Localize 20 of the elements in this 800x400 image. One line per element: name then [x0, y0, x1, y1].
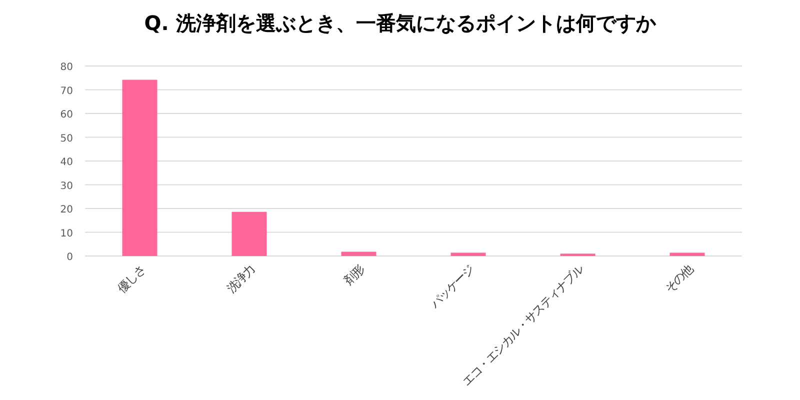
x-tick-label: 洗浄力 — [224, 262, 258, 296]
y-tick-label: 40 — [60, 157, 73, 168]
x-tick-label: パッケージ — [426, 262, 478, 312]
y-tick-label: 0 — [66, 252, 73, 263]
y-tick-label: 20 — [60, 204, 73, 216]
x-tick-label: 優しさ — [114, 262, 148, 296]
y-tick-label: 10 — [60, 228, 73, 240]
y-tick-label: 30 — [60, 180, 73, 192]
x-tick-label: その他 — [662, 262, 696, 296]
bar — [341, 252, 376, 256]
y-tick-label: 80 — [60, 62, 73, 73]
y-tick-label: 60 — [60, 110, 73, 120]
chart-title: Q. 洗浄剤を選ぶとき、一番気になるポイントは何ですか — [144, 11, 657, 35]
bar — [232, 212, 267, 256]
y-tick-label: 70 — [60, 86, 73, 97]
bar — [450, 252, 486, 256]
x-tick-label: 剤形 — [341, 262, 368, 288]
bar — [670, 252, 705, 256]
bar — [122, 80, 158, 256]
y-tick-label: 50 — [60, 133, 73, 144]
